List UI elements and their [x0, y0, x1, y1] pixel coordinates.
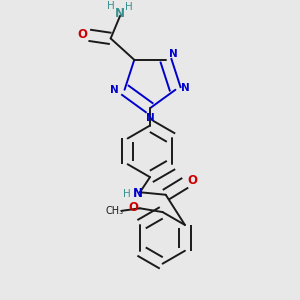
Text: H: H — [107, 1, 115, 11]
Text: O: O — [128, 201, 138, 214]
Text: N: N — [132, 187, 142, 200]
Text: N: N — [169, 49, 178, 58]
Text: N: N — [115, 7, 125, 20]
Text: O: O — [77, 28, 87, 41]
Text: O: O — [187, 174, 197, 188]
Text: H: H — [125, 2, 133, 12]
Text: H: H — [124, 188, 131, 199]
Text: N: N — [110, 85, 119, 95]
Text: N: N — [181, 83, 190, 93]
Text: N: N — [146, 113, 154, 123]
Text: CH₃: CH₃ — [106, 206, 124, 216]
